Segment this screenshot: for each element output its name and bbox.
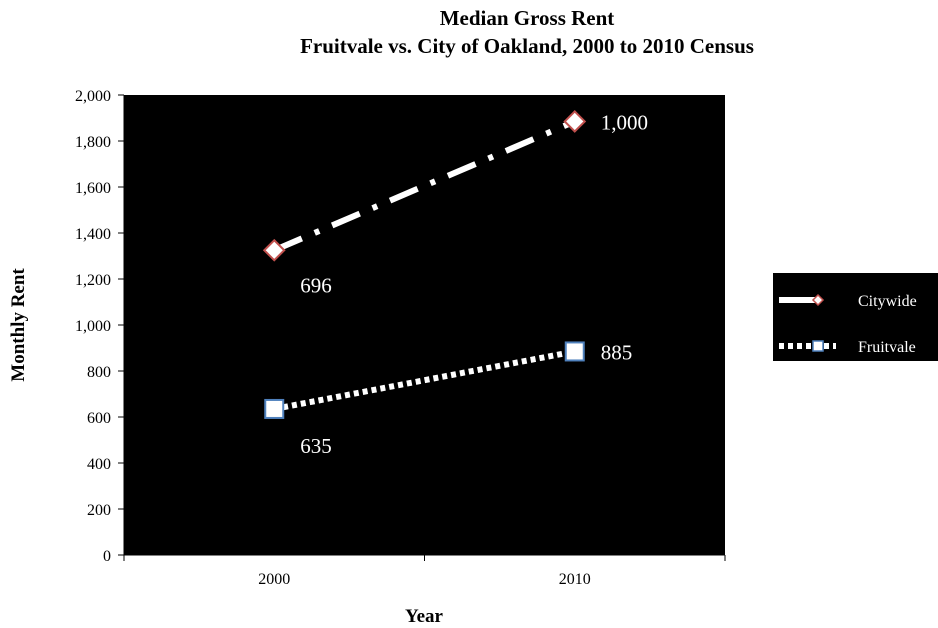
- series-layer: 696 1,000 635 885: [262, 110, 648, 458]
- y-tick-label: 1,400: [75, 226, 111, 243]
- x-axis: 2000 2010: [123, 555, 726, 588]
- legend: Citywide Fruitvale: [773, 273, 938, 361]
- x-tick-label: 2000: [258, 571, 290, 588]
- plot-area: [124, 95, 725, 555]
- y-tick-label: 2,000: [75, 88, 111, 105]
- data-label-fruitvale: 885: [601, 340, 633, 364]
- legend-label-citywide: Citywide: [858, 293, 917, 310]
- y-axis-title: Monthly Rent: [8, 268, 29, 382]
- y-tick-label: 1,000: [75, 318, 111, 335]
- y-tick-label: 800: [87, 364, 111, 381]
- y-tick-label: 0: [103, 548, 111, 565]
- y-tick-label: 1,600: [75, 180, 111, 197]
- legend-marker-fruitvale: [812, 340, 824, 352]
- y-axis: 0 200 400 600 800 1,000 1,200 1,400 1,600 1,800 2,…: [75, 88, 124, 565]
- data-label-fruitvale: 635: [300, 434, 332, 458]
- legend-label-fruitvale: Fruitvale: [858, 339, 916, 356]
- data-point-citywide: [262, 238, 286, 262]
- data-label-citywide: 1,000: [601, 110, 648, 134]
- y-tick-label: 600: [87, 410, 111, 427]
- x-axis-title: Year: [405, 606, 444, 627]
- y-tick-label: 400: [87, 456, 111, 473]
- y-tick-label: 1,800: [75, 134, 111, 151]
- series-line-fruitvale: [273, 348, 576, 412]
- legend-marker-citywide: [811, 293, 825, 307]
- data-point-fruitvale: [564, 341, 585, 362]
- chart-title: Median Gross Rent: [440, 6, 615, 30]
- data-label-citywide: 696: [300, 273, 332, 297]
- y-tick-label: 1,200: [75, 272, 111, 289]
- data-point-fruitvale: [264, 398, 285, 419]
- data-point-citywide: [563, 110, 587, 133]
- chart-subtitle: Fruitvale vs. City of Oakland, 2000 to 2…: [300, 34, 754, 58]
- series-line-citywide: [273, 118, 576, 254]
- y-tick-label: 200: [87, 502, 111, 519]
- x-tick-label: 2010: [559, 571, 591, 588]
